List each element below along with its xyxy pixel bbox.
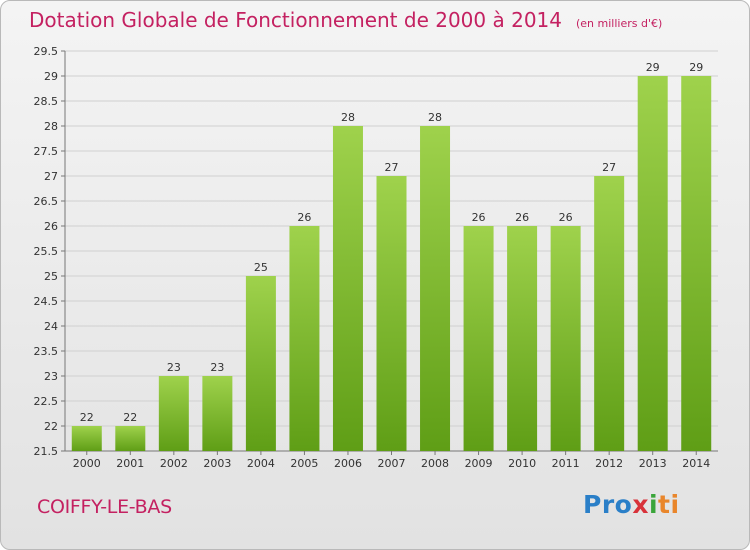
- bar: [420, 126, 451, 451]
- bar: [507, 226, 538, 451]
- proxiti-logo: Proxiti: [583, 490, 680, 519]
- chart-subtitle: (en milliers d'€): [576, 17, 663, 30]
- x-tick-label: 2008: [421, 457, 449, 470]
- x-tick-label: 2005: [290, 457, 318, 470]
- y-tick-label: 28.5: [34, 95, 59, 108]
- bar-value-label: 23: [210, 361, 224, 374]
- y-tick-label: 22: [44, 420, 58, 433]
- y-tick-label: 24.5: [34, 295, 59, 308]
- x-tick-label: 2002: [160, 457, 188, 470]
- bar: [681, 76, 712, 451]
- bar-value-label: 27: [385, 161, 399, 174]
- bar-value-label: 25: [254, 261, 268, 274]
- bar: [594, 176, 625, 451]
- x-tick-label: 2012: [595, 457, 623, 470]
- x-tick-label: 2011: [552, 457, 580, 470]
- y-tick-label: 29: [44, 70, 58, 83]
- bar: [245, 276, 276, 451]
- y-tick-label: 28: [44, 120, 58, 133]
- x-tick-label: 2007: [378, 457, 406, 470]
- bar: [115, 426, 146, 451]
- y-tick-label: 26: [44, 220, 58, 233]
- y-tick-label: 26.5: [34, 195, 59, 208]
- bar-value-label: 26: [559, 211, 573, 224]
- y-tick-label: 29.5: [34, 45, 59, 58]
- logo-part-1: Pro: [583, 490, 633, 519]
- x-tick-label: 2014: [682, 457, 710, 470]
- logo-part-4: ti: [658, 490, 680, 519]
- bar-value-label: 22: [80, 411, 94, 424]
- x-tick-label: 2013: [639, 457, 667, 470]
- x-tick-label: 2006: [334, 457, 362, 470]
- bar-layer: [71, 76, 712, 451]
- y-tick-label: 24: [44, 320, 58, 333]
- bar-value-label: 29: [646, 61, 660, 74]
- bar-value-label: 28: [341, 111, 355, 124]
- y-tick-label: 23.5: [34, 345, 59, 358]
- chart-title-text: Dotation Globale de Fonctionnement de 20…: [29, 8, 562, 32]
- bar-value-label: 26: [472, 211, 486, 224]
- y-tick-label: 27: [44, 170, 58, 183]
- bar: [202, 376, 233, 451]
- bar-value-label: 28: [428, 111, 442, 124]
- bar: [550, 226, 581, 451]
- y-tick-label: 25: [44, 270, 58, 283]
- bar-value-label: 26: [297, 211, 311, 224]
- x-tick-label: 2010: [508, 457, 536, 470]
- label-layer: 22 22 23 23 25 26 28 27 28 26 26 26 27 29 29: [80, 61, 703, 424]
- place-name: COIFFY-LE-BAS: [37, 496, 172, 518]
- chart-title: Dotation Globale de Fonctionnement de 20…: [29, 8, 662, 32]
- y-tick-label: 23: [44, 370, 58, 383]
- bar: [463, 226, 494, 451]
- bar: [376, 176, 407, 451]
- y-tick-label: 21.5: [34, 445, 59, 458]
- x-tick-label: 2004: [247, 457, 275, 470]
- bar: [637, 76, 668, 451]
- bar-value-label: 29: [689, 61, 703, 74]
- bar: [289, 226, 320, 451]
- logo-part-3: i: [648, 490, 659, 519]
- bar-value-label: 26: [515, 211, 529, 224]
- bar: [332, 126, 363, 451]
- x-tick-label: 2001: [116, 457, 144, 470]
- bar-value-label: 22: [123, 411, 137, 424]
- y-tick-label: 27.5: [34, 145, 59, 158]
- y-tick-label: 22.5: [34, 395, 59, 408]
- x-tick-label: 2000: [73, 457, 101, 470]
- x-tick-label: 2009: [465, 457, 493, 470]
- bar-value-label: 23: [167, 361, 181, 374]
- y-tick-label: 25.5: [34, 245, 59, 258]
- bar-value-label: 27: [602, 161, 616, 174]
- logo-part-2: x: [632, 490, 649, 519]
- bar: [158, 376, 189, 451]
- x-tick-label: 2003: [203, 457, 231, 470]
- bar: [71, 426, 102, 451]
